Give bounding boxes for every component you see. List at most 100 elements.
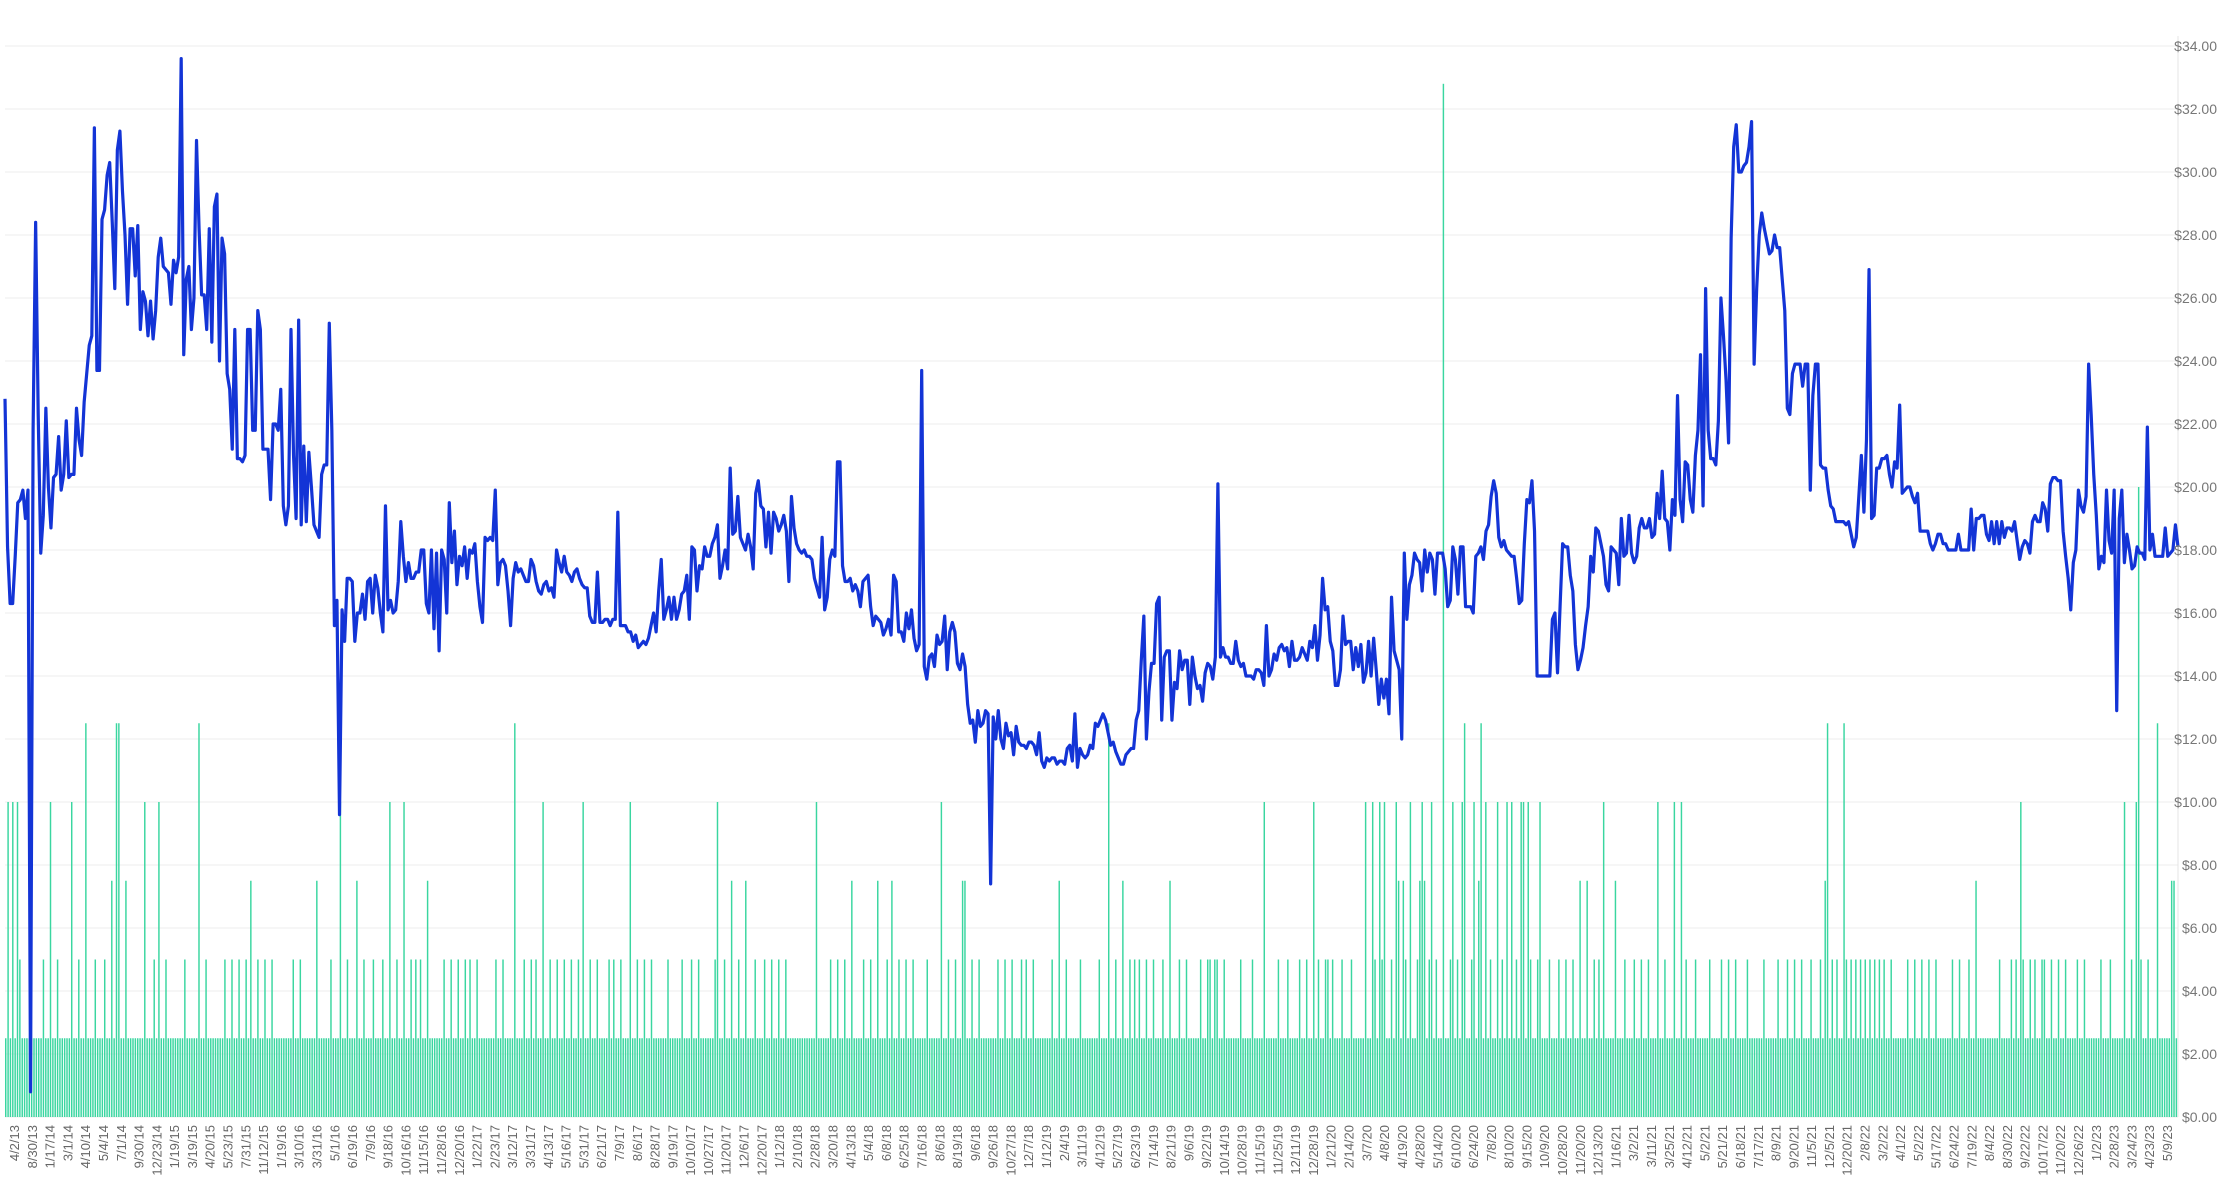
volume-bar (1534, 1038, 1537, 1117)
volume-bar (113, 1038, 115, 1117)
volume-bar (990, 1038, 992, 1117)
volume-bar (1791, 1038, 1793, 1117)
volume-bar (1209, 959, 1211, 1117)
volume-bar (1164, 1038, 1167, 1117)
x-tick-label: 4/19/20 (1395, 1125, 1410, 1168)
volume-bar (1560, 1038, 1562, 1117)
volume-bar (813, 1038, 815, 1117)
volume-bar (1150, 1038, 1152, 1117)
volume-bar (1228, 1038, 1230, 1117)
volume-bar (2170, 880, 2173, 1117)
volume-bar (2090, 1038, 2093, 1117)
x-tick-label: 8/30/22 (2000, 1125, 2015, 1168)
volume-bar (806, 1038, 808, 1117)
volume-bar (530, 959, 533, 1117)
volume-bar (1661, 1038, 1664, 1117)
volume-bar (858, 1038, 860, 1117)
volume-bar (676, 1038, 679, 1117)
volume-bar (1798, 1038, 1801, 1117)
volume-bar (1261, 1038, 1263, 1117)
volume-bar (1838, 1038, 1841, 1117)
volume-bar (1117, 1038, 1119, 1117)
volume-bar (1254, 1038, 1256, 1117)
y-tick-label: $2.00 (2182, 1046, 2217, 1062)
x-tick-label: 9/26/18 (986, 1125, 1001, 1168)
volume-bar (551, 1038, 554, 1117)
price-line (3, 57, 2180, 1094)
volume-bar (202, 1038, 205, 1117)
volume-bar (1873, 959, 1876, 1117)
volume-bar (1496, 802, 1499, 1117)
volume-bar (33, 1038, 35, 1117)
x-tick-label: 11/28/16 (434, 1125, 449, 1175)
volume-bar (759, 1038, 761, 1117)
x-tick-label: 1/16/21 (1608, 1125, 1623, 1168)
volume-bar (1536, 959, 1539, 1117)
volume-bar (985, 1038, 987, 1117)
volume-bar (301, 1038, 304, 1117)
volume-bar (719, 1038, 721, 1117)
volume-bar (63, 1038, 66, 1117)
volume-bar (801, 1038, 804, 1117)
volume-bar (158, 802, 160, 1117)
volume-bar (1468, 1038, 1471, 1117)
volume-bar (1944, 1038, 1947, 1117)
volume-bar (580, 1038, 582, 1117)
x-tick-label: 12/20/17 (754, 1125, 769, 1176)
volume-bar (961, 880, 964, 1117)
volume-bar (2126, 1038, 2128, 1117)
volume-bar (1897, 1038, 1899, 1117)
x-tick-label: 10/28/19 (1235, 1125, 1250, 1176)
y-tick-label: $10.00 (2174, 794, 2217, 810)
volume-bar (1899, 1038, 1902, 1117)
volume-bar (1178, 959, 1181, 1117)
volume-bar (1296, 1038, 1298, 1117)
volume-bar (398, 1038, 401, 1117)
volume-bar (1501, 959, 1504, 1117)
volume-bar (2128, 1038, 2130, 1117)
volume-bar (266, 1038, 269, 1117)
volume-bar (792, 1038, 794, 1117)
volume-bar (690, 959, 693, 1117)
volume-bar (1482, 1038, 1485, 1117)
volume-bar (485, 1038, 488, 1117)
volume-bar (1223, 959, 1225, 1117)
volume-bar (563, 959, 566, 1117)
volume-bar (1499, 1038, 1501, 1117)
volume-bar (436, 1038, 438, 1117)
volume-bar (1188, 1038, 1190, 1117)
volume-bar (1958, 959, 1961, 1117)
volume-bar (283, 1038, 285, 1117)
volume-bar (2062, 1038, 2064, 1117)
volume-bar (1020, 959, 1023, 1117)
volume-bar (1089, 1038, 1091, 1117)
volume-bar (1633, 959, 1636, 1117)
volume-bar (518, 1038, 521, 1117)
volume-bar (417, 1038, 419, 1117)
volume-bar (620, 959, 622, 1117)
volume-bar (205, 959, 207, 1117)
x-tick-label: 12/26/22 (2071, 1125, 2086, 1176)
volume-bar (245, 959, 247, 1117)
volume-bar (403, 802, 405, 1117)
volume-bar (1767, 1038, 1770, 1117)
volume-bar (1122, 880, 1124, 1117)
volume-bar (657, 1038, 660, 1117)
volume-bar (1782, 1038, 1784, 1117)
volume-bar (1294, 1038, 1296, 1117)
volume-bar (514, 723, 516, 1117)
volume-bar (1357, 1038, 1360, 1117)
volume-bar (80, 1038, 82, 1117)
volume-bar (1004, 959, 1006, 1117)
volume-bar (1018, 1038, 1020, 1117)
volume-bar (49, 802, 52, 1117)
volume-bar (290, 1038, 292, 1117)
volume-bar (45, 1038, 47, 1117)
volume-bar (940, 802, 943, 1117)
volume-bar (483, 1038, 485, 1117)
x-tick-label: 4/8/20 (1377, 1125, 1392, 1161)
volume-bar (1737, 1038, 1739, 1117)
x-tick-label: 9/6/18 (968, 1125, 983, 1161)
volume-bar (1878, 959, 1881, 1117)
volume-bar (1058, 880, 1060, 1117)
